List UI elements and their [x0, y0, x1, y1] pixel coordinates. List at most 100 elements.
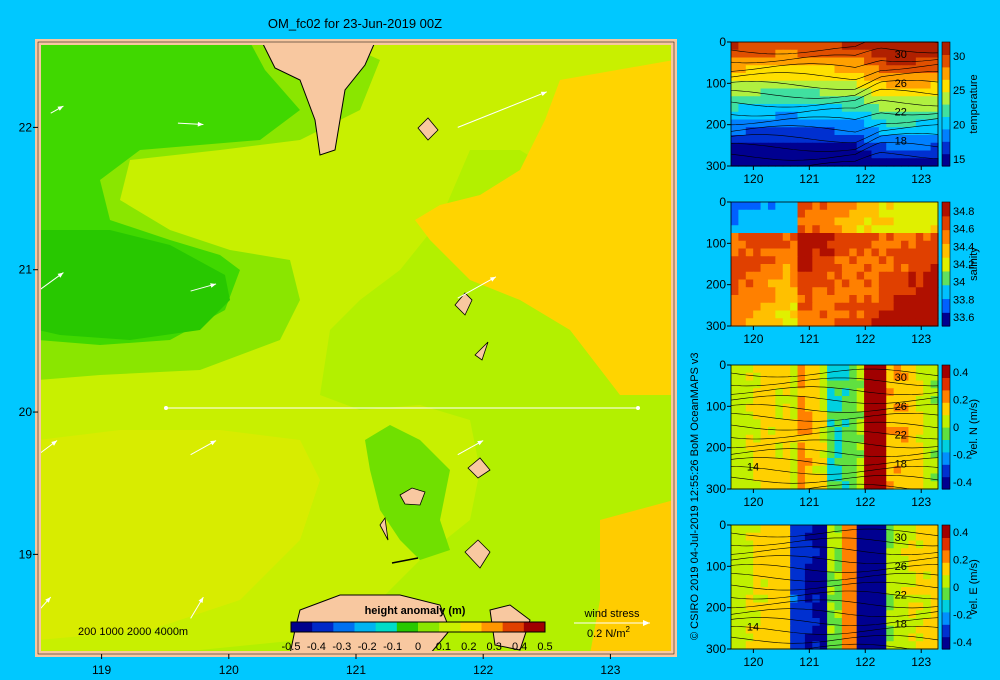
section-cell [886, 403, 895, 413]
section-cell [790, 217, 799, 226]
section-y-tick-label: 0 [719, 35, 726, 49]
section-cell [893, 111, 902, 121]
section-cell [819, 388, 828, 397]
section-cell [923, 49, 932, 59]
section-cell [775, 150, 784, 159]
section-cell [753, 372, 762, 382]
section-cell [753, 271, 762, 281]
section-cell [738, 111, 747, 121]
section-cell [834, 532, 843, 542]
section-colorbar-swatch [942, 464, 950, 478]
section-colorbar-border [941, 524, 951, 650]
section-cell [923, 302, 932, 312]
section-cell [804, 571, 813, 580]
section-cell [731, 158, 739, 167]
section-cell [893, 633, 902, 642]
section-cell [864, 295, 873, 304]
section-cell [797, 135, 806, 144]
section-cell [915, 427, 924, 436]
section-cell [738, 127, 747, 136]
section-cell [908, 633, 917, 642]
section-cell [804, 96, 813, 105]
section-cell [753, 587, 762, 596]
section-cell [767, 434, 776, 444]
section-colorbar-swatch [942, 54, 950, 68]
section-cell [767, 641, 776, 650]
section-cell [775, 579, 784, 588]
section-cell [901, 127, 910, 136]
section-cell [908, 217, 917, 226]
section-cell [790, 318, 799, 327]
section-cell [886, 271, 895, 281]
section-cell [915, 150, 924, 159]
section-cell [841, 618, 850, 627]
section-cell [731, 380, 739, 389]
section-cell [804, 49, 813, 59]
section-cell [775, 142, 784, 152]
section-cell [745, 525, 754, 534]
section-cell [930, 481, 939, 490]
section-colorbar-swatch [942, 599, 950, 613]
map-y-tick-label: 19 [19, 547, 33, 561]
section-cell [871, 602, 880, 611]
section-cell [849, 450, 858, 459]
section-cell [893, 473, 902, 482]
section-cell [856, 209, 865, 219]
colorbar-tick-label: 0.4 [512, 641, 527, 653]
credits-text: © CSIRO 2019 04-Jul-2019 12:55:26 BoM Oc… [689, 352, 701, 640]
section-cell [812, 318, 821, 327]
section-cell [908, 135, 917, 144]
section-cell [782, 403, 791, 413]
section-cell [753, 256, 762, 265]
section-cell [775, 119, 784, 128]
section-cell [819, 310, 828, 319]
section-cell [856, 295, 865, 304]
section-cell [893, 310, 902, 319]
section-cell [745, 365, 754, 374]
section-cell [767, 233, 776, 242]
section-cell [775, 88, 784, 97]
wind-stress-arrowhead [210, 283, 217, 288]
section-cell [930, 287, 939, 296]
section-cell [915, 610, 924, 619]
section-cell [760, 209, 769, 219]
section-cell [915, 57, 924, 66]
section-cell [775, 225, 784, 234]
contour-label: 18 [895, 619, 907, 631]
section-cell [908, 532, 917, 542]
section-cell [731, 540, 739, 549]
section-cell [790, 158, 799, 167]
section-cell [834, 240, 843, 250]
section-cell [775, 419, 784, 428]
section-cell [767, 318, 776, 327]
section-cell [797, 388, 806, 397]
section-cell [782, 388, 791, 397]
section-cell [841, 158, 850, 167]
section-x-tick-label: 120 [743, 332, 763, 346]
section-cell [901, 610, 910, 619]
section-cell [738, 119, 747, 128]
section-variable-label: salinity [968, 247, 980, 281]
section-cell [893, 88, 902, 97]
section-cell [790, 233, 799, 242]
section-cell [849, 618, 858, 627]
section-cell [767, 610, 776, 619]
colorbar-tick-label: -0.5 [282, 641, 301, 653]
section-cell [767, 96, 776, 105]
section-cell [731, 602, 739, 611]
section-cell [930, 548, 939, 557]
section-cell [738, 563, 747, 573]
section-cell [886, 158, 895, 167]
section-colorbar-swatch [942, 91, 950, 105]
section-cell [775, 396, 784, 405]
section-cell [915, 625, 924, 635]
section-cell [731, 641, 739, 650]
section-cell [797, 256, 806, 265]
section-cell [782, 279, 791, 288]
section-cell [753, 302, 762, 312]
section-cell [886, 150, 895, 159]
section-cell [782, 42, 791, 51]
section-cell [930, 563, 939, 573]
section-cell [797, 104, 806, 113]
section-cell [856, 579, 865, 588]
